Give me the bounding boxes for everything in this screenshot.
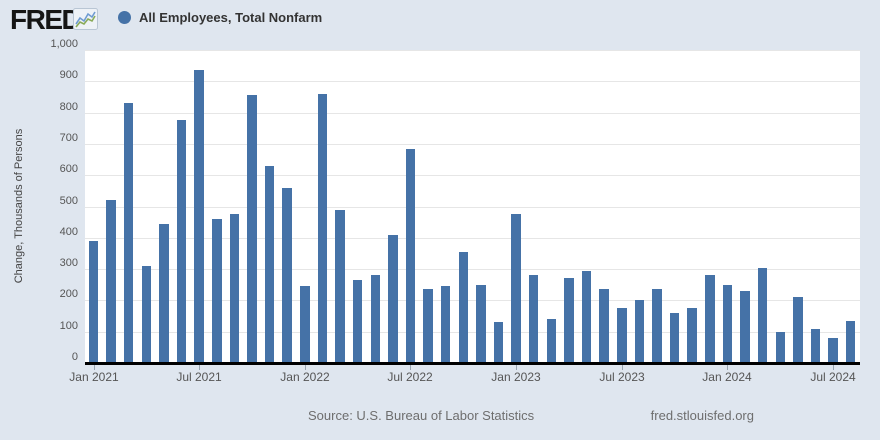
bar[interactable]: [423, 289, 433, 363]
bar[interactable]: [440, 286, 451, 363]
bar[interactable]: [300, 286, 310, 363]
bar[interactable]: [388, 235, 398, 363]
bar[interactable]: [793, 297, 803, 363]
y-tick-label: 400: [59, 226, 78, 238]
bar[interactable]: [722, 285, 733, 363]
bar[interactable]: [335, 210, 345, 363]
legend-label: All Employees, Total Nonfarm: [139, 10, 323, 25]
bar[interactable]: [264, 166, 275, 363]
y-tick-label: 0: [71, 351, 78, 363]
bar[interactable]: [669, 313, 680, 363]
x-tick-label: Jan 2024: [702, 370, 752, 384]
legend[interactable]: All Employees, Total Nonfarm: [118, 10, 322, 25]
gridline: [85, 207, 860, 208]
source-note: Source: U.S. Bureau of Labor Statistics: [308, 408, 535, 423]
bar[interactable]: [212, 219, 222, 363]
y-axis-title: Change, Thousands of Persons: [13, 128, 25, 284]
fred-logo-chart-icon: [73, 8, 98, 30]
x-tick-mark: [833, 365, 834, 370]
x-tick-label: Jan 2022: [280, 370, 330, 384]
y-tick-label: 200: [59, 288, 78, 300]
gridline: [85, 332, 860, 333]
bar[interactable]: [317, 94, 328, 363]
bar[interactable]: [159, 224, 169, 363]
bar[interactable]: [476, 285, 486, 363]
y-tick-label: 800: [59, 101, 78, 113]
bar[interactable]: [229, 214, 240, 363]
gridline: [85, 300, 860, 301]
bar[interactable]: [810, 329, 821, 363]
bar[interactable]: [511, 214, 521, 363]
bar[interactable]: [106, 200, 116, 363]
gridline: [85, 144, 860, 145]
bar[interactable]: [141, 266, 152, 363]
gridline: [85, 113, 860, 114]
y-tick-label: 100: [59, 320, 78, 332]
x-tick-mark: [410, 365, 411, 370]
gridline: [85, 81, 860, 82]
bar[interactable]: [370, 275, 381, 363]
x-tick-mark: [305, 365, 306, 370]
y-tick-label: 900: [59, 69, 78, 81]
bar[interactable]: [828, 338, 838, 363]
bar[interactable]: [581, 271, 592, 363]
x-tick-label: Jul 2024: [810, 370, 856, 384]
y-tick-label: 1,000: [50, 38, 78, 50]
bar[interactable]: [282, 188, 292, 363]
bar[interactable]: [775, 332, 786, 363]
bar[interactable]: [757, 268, 768, 363]
bar[interactable]: [617, 308, 627, 363]
bar[interactable]: [528, 275, 539, 363]
x-tick-mark: [516, 365, 517, 370]
gridline: [85, 269, 860, 270]
bar[interactable]: [352, 280, 363, 363]
x-tick-mark: [622, 365, 623, 370]
gridline: [85, 238, 860, 239]
bar[interactable]: [405, 149, 416, 363]
bar[interactable]: [123, 103, 134, 363]
plot-area[interactable]: [85, 50, 860, 363]
fred-site-link[interactable]: fred.stlouisfed.org: [650, 408, 754, 423]
x-tick-label: Jul 2022: [387, 370, 433, 384]
bar[interactable]: [247, 95, 257, 363]
bar[interactable]: [687, 308, 697, 363]
gridline: [85, 175, 860, 176]
bar[interactable]: [599, 289, 609, 363]
bar[interactable]: [194, 70, 204, 363]
x-tick-label: Jul 2023: [599, 370, 645, 384]
fred-logo-text: FRED: [10, 4, 82, 35]
bar[interactable]: [176, 120, 187, 363]
y-tick-label: 700: [59, 132, 78, 144]
bar[interactable]: [564, 278, 574, 363]
bar[interactable]: [845, 321, 856, 363]
series-dot-icon: [118, 11, 131, 24]
x-tick-label: Jan 2023: [491, 370, 541, 384]
y-tick-label: 600: [59, 163, 78, 175]
x-tick-label: Jan 2021: [69, 370, 119, 384]
bar[interactable]: [88, 241, 99, 363]
bar[interactable]: [458, 252, 469, 363]
x-tick-mark: [94, 365, 95, 370]
bar[interactable]: [546, 319, 557, 363]
gridline: [85, 50, 860, 51]
x-tick-mark: [199, 365, 200, 370]
bar[interactable]: [634, 300, 645, 363]
y-tick-label: 500: [59, 195, 78, 207]
x-tick-label: Jul 2021: [176, 370, 222, 384]
y-tick-label: 300: [59, 257, 78, 269]
bar[interactable]: [493, 322, 504, 363]
bar[interactable]: [705, 275, 715, 363]
x-tick-mark: [727, 365, 728, 370]
bar[interactable]: [652, 289, 662, 363]
x-axis-line: [85, 362, 860, 365]
bar[interactable]: [740, 291, 750, 363]
